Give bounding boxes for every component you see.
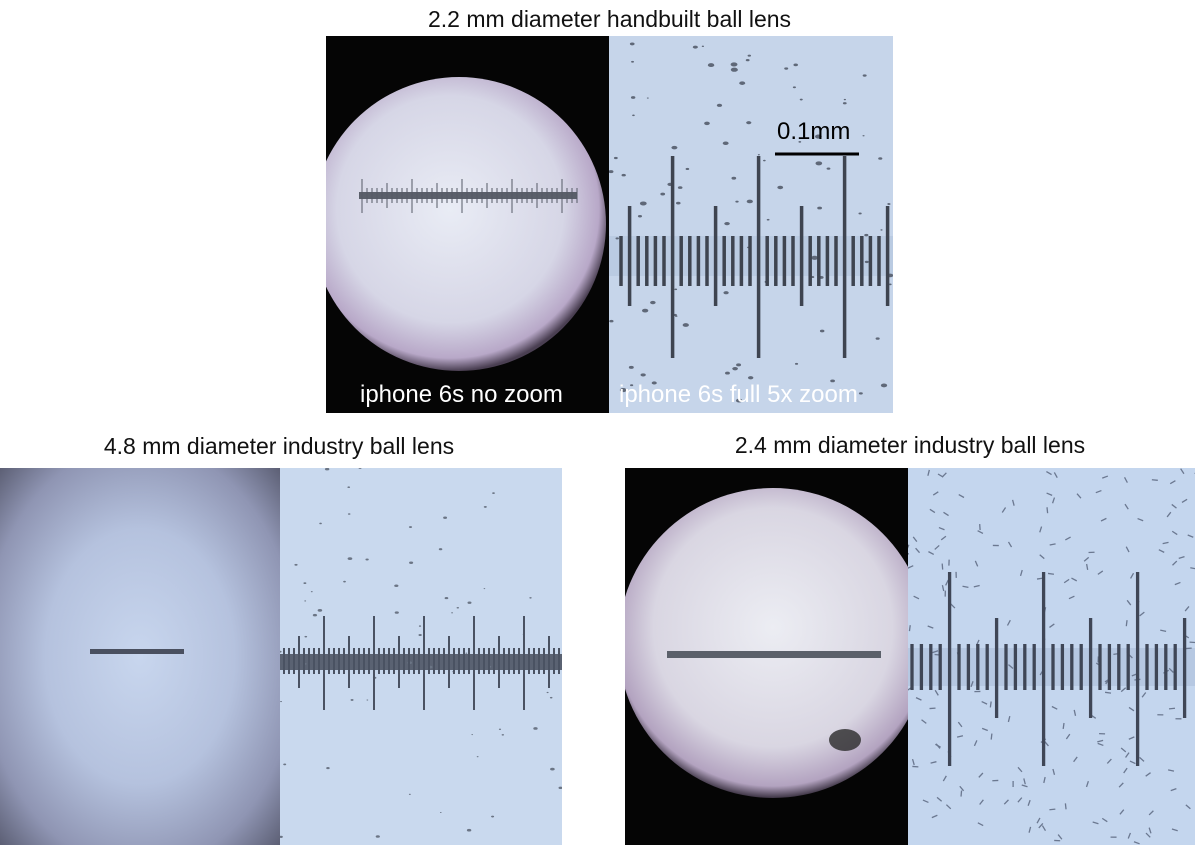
title-industry-4-8mm: 4.8 mm diameter industry ball lens [103, 433, 455, 459]
photo-industry-4-8mm-zoom [280, 468, 562, 845]
photo-industry-4-8mm-no-zoom [0, 468, 280, 845]
photo-handbuilt-5x-zoom: 0.1mm iphone 6s full 5x zoom [609, 36, 893, 413]
photo-industry-2-4mm-no-zoom [625, 468, 908, 845]
photo-handbuilt-no-zoom: iphone 6s no zoom [326, 36, 609, 413]
title-handbuilt-2-2mm: 2.2 mm diameter handbuilt ball lens [427, 6, 792, 32]
scale-bar-label: 0.1mm [777, 118, 851, 145]
label-5x-zoom: iphone 6s full 5x zoom [619, 381, 858, 408]
photo-industry-2-4mm-zoom [908, 468, 1195, 845]
label-no-zoom: iphone 6s no zoom [360, 381, 563, 408]
title-industry-2-4mm: 2.4 mm diameter industry ball lens [734, 432, 1086, 458]
